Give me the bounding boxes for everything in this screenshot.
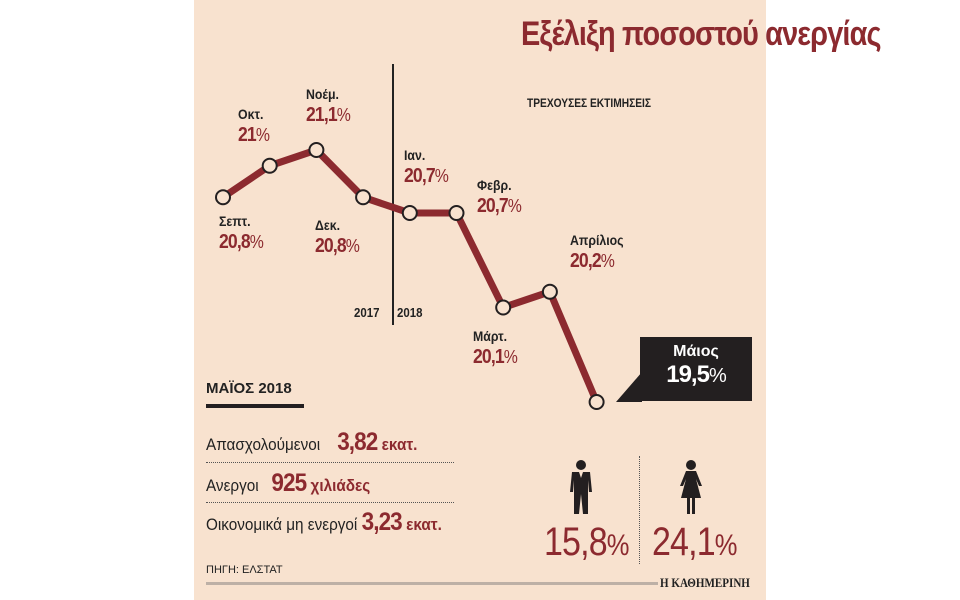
data-point — [401, 205, 418, 221]
value-label: 20,8% — [219, 231, 264, 254]
brand-logo: Η ΚΑΘΗΜΕΡΙΝΗ — [660, 575, 750, 590]
month-label: Οκτ. — [237, 105, 264, 122]
value-label: 21% — [237, 123, 270, 146]
callout-month: Μάιος — [673, 343, 719, 360]
chart-subtitle: ΤΡΕΧΟΥΣΕΣ ΕΚΤΙΜΗΣΕΙΣ — [527, 96, 651, 110]
month-label: Μάρτ. — [473, 327, 508, 344]
year-right-label: 2018 — [397, 305, 423, 320]
row-divider — [206, 462, 454, 463]
row-divider — [206, 502, 454, 503]
month-label: Δεκ. — [315, 217, 341, 234]
data-point — [448, 205, 465, 221]
value-label: 20,7% — [476, 195, 522, 217]
source-note: ΠΗΓΗ: ΕΛΣΤΑΤ — [206, 564, 283, 576]
summary-heading-underline — [206, 404, 304, 408]
month-label: Σεπτ. — [219, 213, 251, 230]
callout-pointer — [616, 372, 642, 402]
month-label: Απρίλιος — [569, 231, 624, 248]
data-point — [355, 189, 372, 206]
summary-row-unemployed: Ανεργοι 925 χιλιάδες — [206, 469, 371, 497]
data-point — [541, 283, 558, 300]
value-label: 20,7% — [403, 165, 449, 187]
men-unemployment-value: 15,8% — [544, 520, 629, 564]
month-label: Νοέμ. — [306, 86, 340, 102]
summary-heading: ΜΑΪΟΣ 2018 — [206, 380, 292, 397]
data-point — [588, 394, 605, 410]
callout-value: 19,5% — [666, 361, 727, 388]
data-point — [215, 189, 231, 206]
data-point — [495, 299, 512, 316]
value-label: 20,2% — [569, 249, 615, 272]
value-label: 21,1% — [306, 104, 351, 126]
woman-icon — [680, 460, 702, 514]
infographic-panel — [194, 0, 766, 600]
month-label: Φεβρ. — [476, 177, 512, 193]
may-callout: Μάιος 19,5% — [640, 337, 752, 401]
summary-row-inactive: Οικονομικά μη ενεργοί 3,23 εκατ. — [206, 508, 442, 536]
month-label: Ιαν. — [403, 147, 426, 163]
women-unemployment-value: 24,1% — [652, 520, 737, 564]
summary-row-employed: Απασχολούμενοι 3,82 εκατ. — [206, 428, 418, 456]
value-label: 20,1% — [473, 345, 518, 368]
data-point — [261, 157, 278, 174]
data-point — [308, 142, 325, 158]
man-icon — [570, 460, 592, 514]
year-left-label: 2017 — [354, 305, 380, 320]
gender-divider — [639, 456, 640, 564]
footer-rule — [206, 582, 658, 585]
value-label: 20,8% — [315, 235, 360, 258]
